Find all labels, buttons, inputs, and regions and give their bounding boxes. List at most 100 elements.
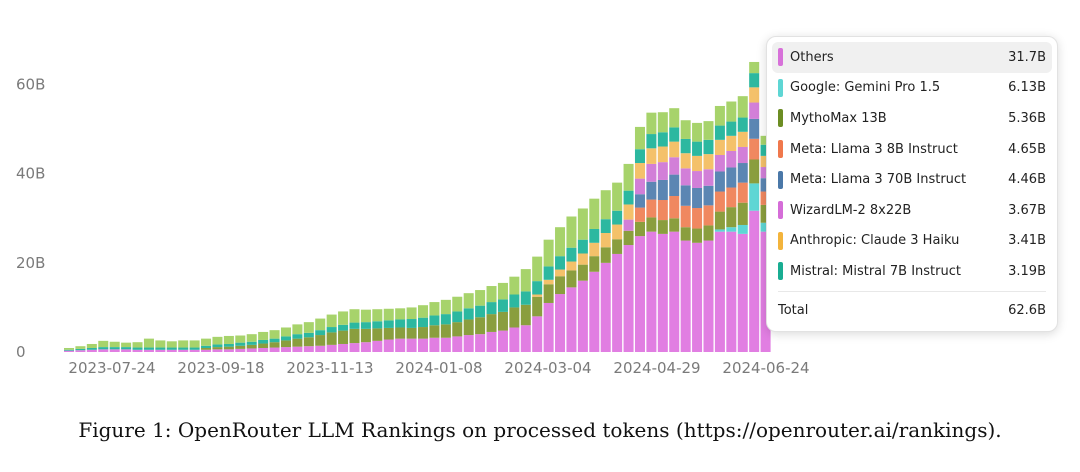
bar-segment[interactable] [600,232,611,248]
bar-segment[interactable] [86,343,97,348]
bar-segment[interactable] [143,338,154,348]
bar-segment[interactable] [315,335,326,346]
bar-segment[interactable] [760,135,771,145]
bar-segment[interactable] [440,337,451,352]
bar-segment[interactable] [680,168,691,186]
bar-segment[interactable] [258,331,269,340]
bar-segment[interactable] [600,219,611,233]
bar-segment[interactable] [315,318,326,331]
bar-segment[interactable] [737,96,748,118]
bar-segment[interactable] [543,302,554,352]
bar-segment[interactable] [223,335,234,344]
bar-segment[interactable] [589,271,600,352]
bar-segment[interactable] [737,131,748,147]
bar-segment[interactable] [555,294,566,352]
bar-segment[interactable] [497,299,508,312]
bar-segment[interactable] [349,328,360,344]
bar-segment[interactable] [75,348,86,351]
bar-segment[interactable] [406,307,417,320]
bar-segment[interactable] [555,227,566,257]
bar-segment[interactable] [634,163,645,179]
bar-segment[interactable] [269,330,280,339]
bar-segment[interactable] [703,225,714,241]
bar-segment[interactable] [646,163,657,182]
bar-segment[interactable] [680,240,691,352]
bar-segment[interactable] [452,336,463,352]
bar-segment[interactable] [166,349,177,352]
bar-segment[interactable] [303,332,314,338]
bar-segment[interactable] [623,204,634,220]
bar-segment[interactable] [680,153,691,169]
bar-segment[interactable] [623,245,634,352]
bar-segment[interactable] [657,162,668,180]
bar-segment[interactable] [132,342,143,348]
bar-segment[interactable] [269,342,280,348]
bar-segment[interactable] [143,349,154,352]
bar-segment[interactable] [246,344,257,349]
bar-segment[interactable] [326,327,337,333]
bar-segment[interactable] [714,171,725,192]
bar-segment[interactable] [600,262,611,352]
bar-segment[interactable] [121,349,132,352]
bar-segment[interactable] [64,347,75,350]
bar-segment[interactable] [703,154,714,170]
bar-segment[interactable] [109,347,120,350]
bar-segment[interactable] [760,144,771,156]
bar-segment[interactable] [372,328,383,341]
bar-segment[interactable] [692,171,703,188]
bar-segment[interactable] [338,330,349,344]
bar-segment[interactable] [714,105,725,126]
bar-segment[interactable] [178,340,189,348]
bar-segment[interactable] [452,296,463,312]
bar-segment[interactable] [577,264,588,281]
bar-segment[interactable] [532,281,543,295]
bar-segment[interactable] [634,207,645,222]
bar-segment[interactable] [143,347,154,350]
bar-segment[interactable] [749,87,760,103]
bar-segment[interactable] [749,183,760,211]
bar-segment[interactable] [509,294,520,308]
bar-segment[interactable] [726,101,737,122]
bar-segment[interactable] [703,185,714,206]
bar-segment[interactable] [612,182,623,211]
bar-segment[interactable] [703,240,714,352]
bar-segment[interactable] [201,349,212,352]
bar-segment[interactable] [212,347,223,350]
bar-segment[interactable] [280,347,291,352]
bar-segment[interactable] [395,327,406,339]
bar-segment[interactable] [109,349,120,352]
bar-segment[interactable] [657,146,668,163]
bar-segment[interactable] [714,139,725,155]
bar-segment[interactable] [749,102,760,119]
bar-segment[interactable] [555,269,566,277]
bar-segment[interactable] [703,169,714,186]
bar-segment[interactable] [646,217,657,232]
bar-segment[interactable] [680,120,691,139]
bar-segment[interactable] [703,139,714,155]
bar-segment[interactable] [760,167,771,179]
bar-segment[interactable] [509,276,520,295]
bar-segment[interactable] [429,315,440,326]
bar-segment[interactable] [383,308,394,321]
bar-segment[interactable] [246,348,257,352]
bar-segment[interactable] [612,210,623,225]
bar-segment[interactable] [532,294,543,297]
bar-segment[interactable] [577,280,588,352]
bar-segment[interactable] [292,334,303,339]
bar-segment[interactable] [737,182,748,203]
bar-segment[interactable] [669,141,680,158]
bar-segment[interactable] [634,126,645,150]
bar-segment[interactable] [555,256,566,270]
bar-segment[interactable] [657,132,668,147]
bar-segment[interactable] [612,239,623,254]
bar-segment[interactable] [543,279,554,285]
bar-segment[interactable] [155,349,166,352]
bar-segment[interactable] [280,336,291,341]
bar-segment[interactable] [497,330,508,352]
bar-segment[interactable] [75,346,86,349]
bar-segment[interactable] [543,239,554,267]
bar-segment[interactable] [726,167,737,188]
bar-segment[interactable] [326,314,337,328]
bar-segment[interactable] [486,331,497,352]
bar-segment[interactable] [395,319,406,328]
